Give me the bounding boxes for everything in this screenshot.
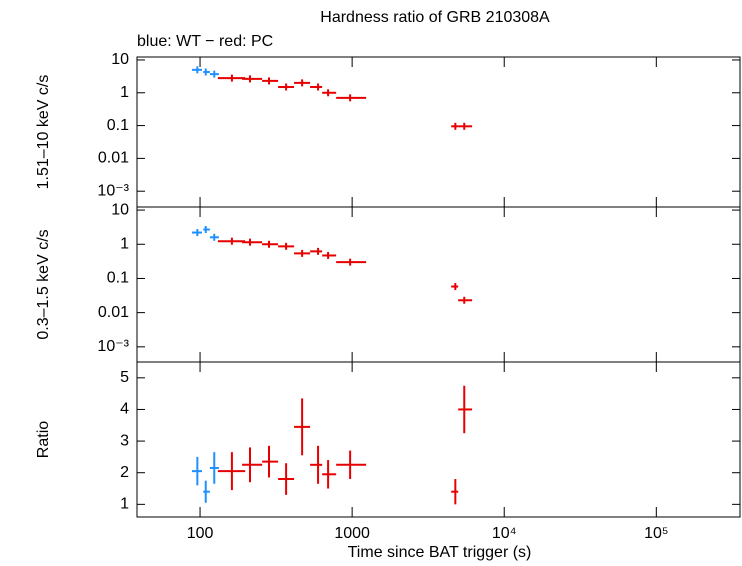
x-tick-label: 10⁴ <box>492 525 517 542</box>
plot-frame <box>136 361 741 518</box>
y-tick-label: 4 <box>120 401 129 418</box>
y-tick-label: 1 <box>120 84 129 101</box>
x-axis-label: Time since BAT trigger (s) <box>348 544 532 561</box>
y-tick-label: 3 <box>120 432 129 449</box>
x-tick-label: 100 <box>187 525 214 542</box>
plot-frame <box>136 56 741 208</box>
y-tick-label: 10 <box>111 51 129 68</box>
y-tick-label: 10⁻³ <box>97 182 129 199</box>
y-tick-label: 5 <box>120 369 129 386</box>
y-axis-label: 1.51–10 keV c/s <box>35 75 52 190</box>
chart-title: Hardness ratio of GRB 210308A <box>320 9 550 26</box>
y-tick-label: 0.1 <box>107 117 129 134</box>
y-tick-label: 0.01 <box>98 150 129 167</box>
y-tick-label: 1 <box>120 235 129 252</box>
plot-frame <box>136 206 741 363</box>
y-axis-label: 0.3–1.5 keV c/s <box>35 229 52 339</box>
chart-subtitle: blue: WT − red: PC <box>137 33 273 50</box>
y-tick-label: 1 <box>120 496 129 513</box>
y-tick-label: 10⁻³ <box>97 338 129 355</box>
x-tick-label: 10⁵ <box>644 525 668 542</box>
x-tick-label: 1000 <box>334 525 370 542</box>
y-tick-label: 0.1 <box>107 270 129 287</box>
y-tick-label: 10 <box>111 201 129 218</box>
y-axis-label: Ratio <box>35 421 52 458</box>
y-tick-label: 0.01 <box>98 304 129 321</box>
y-tick-label: 2 <box>120 464 129 481</box>
